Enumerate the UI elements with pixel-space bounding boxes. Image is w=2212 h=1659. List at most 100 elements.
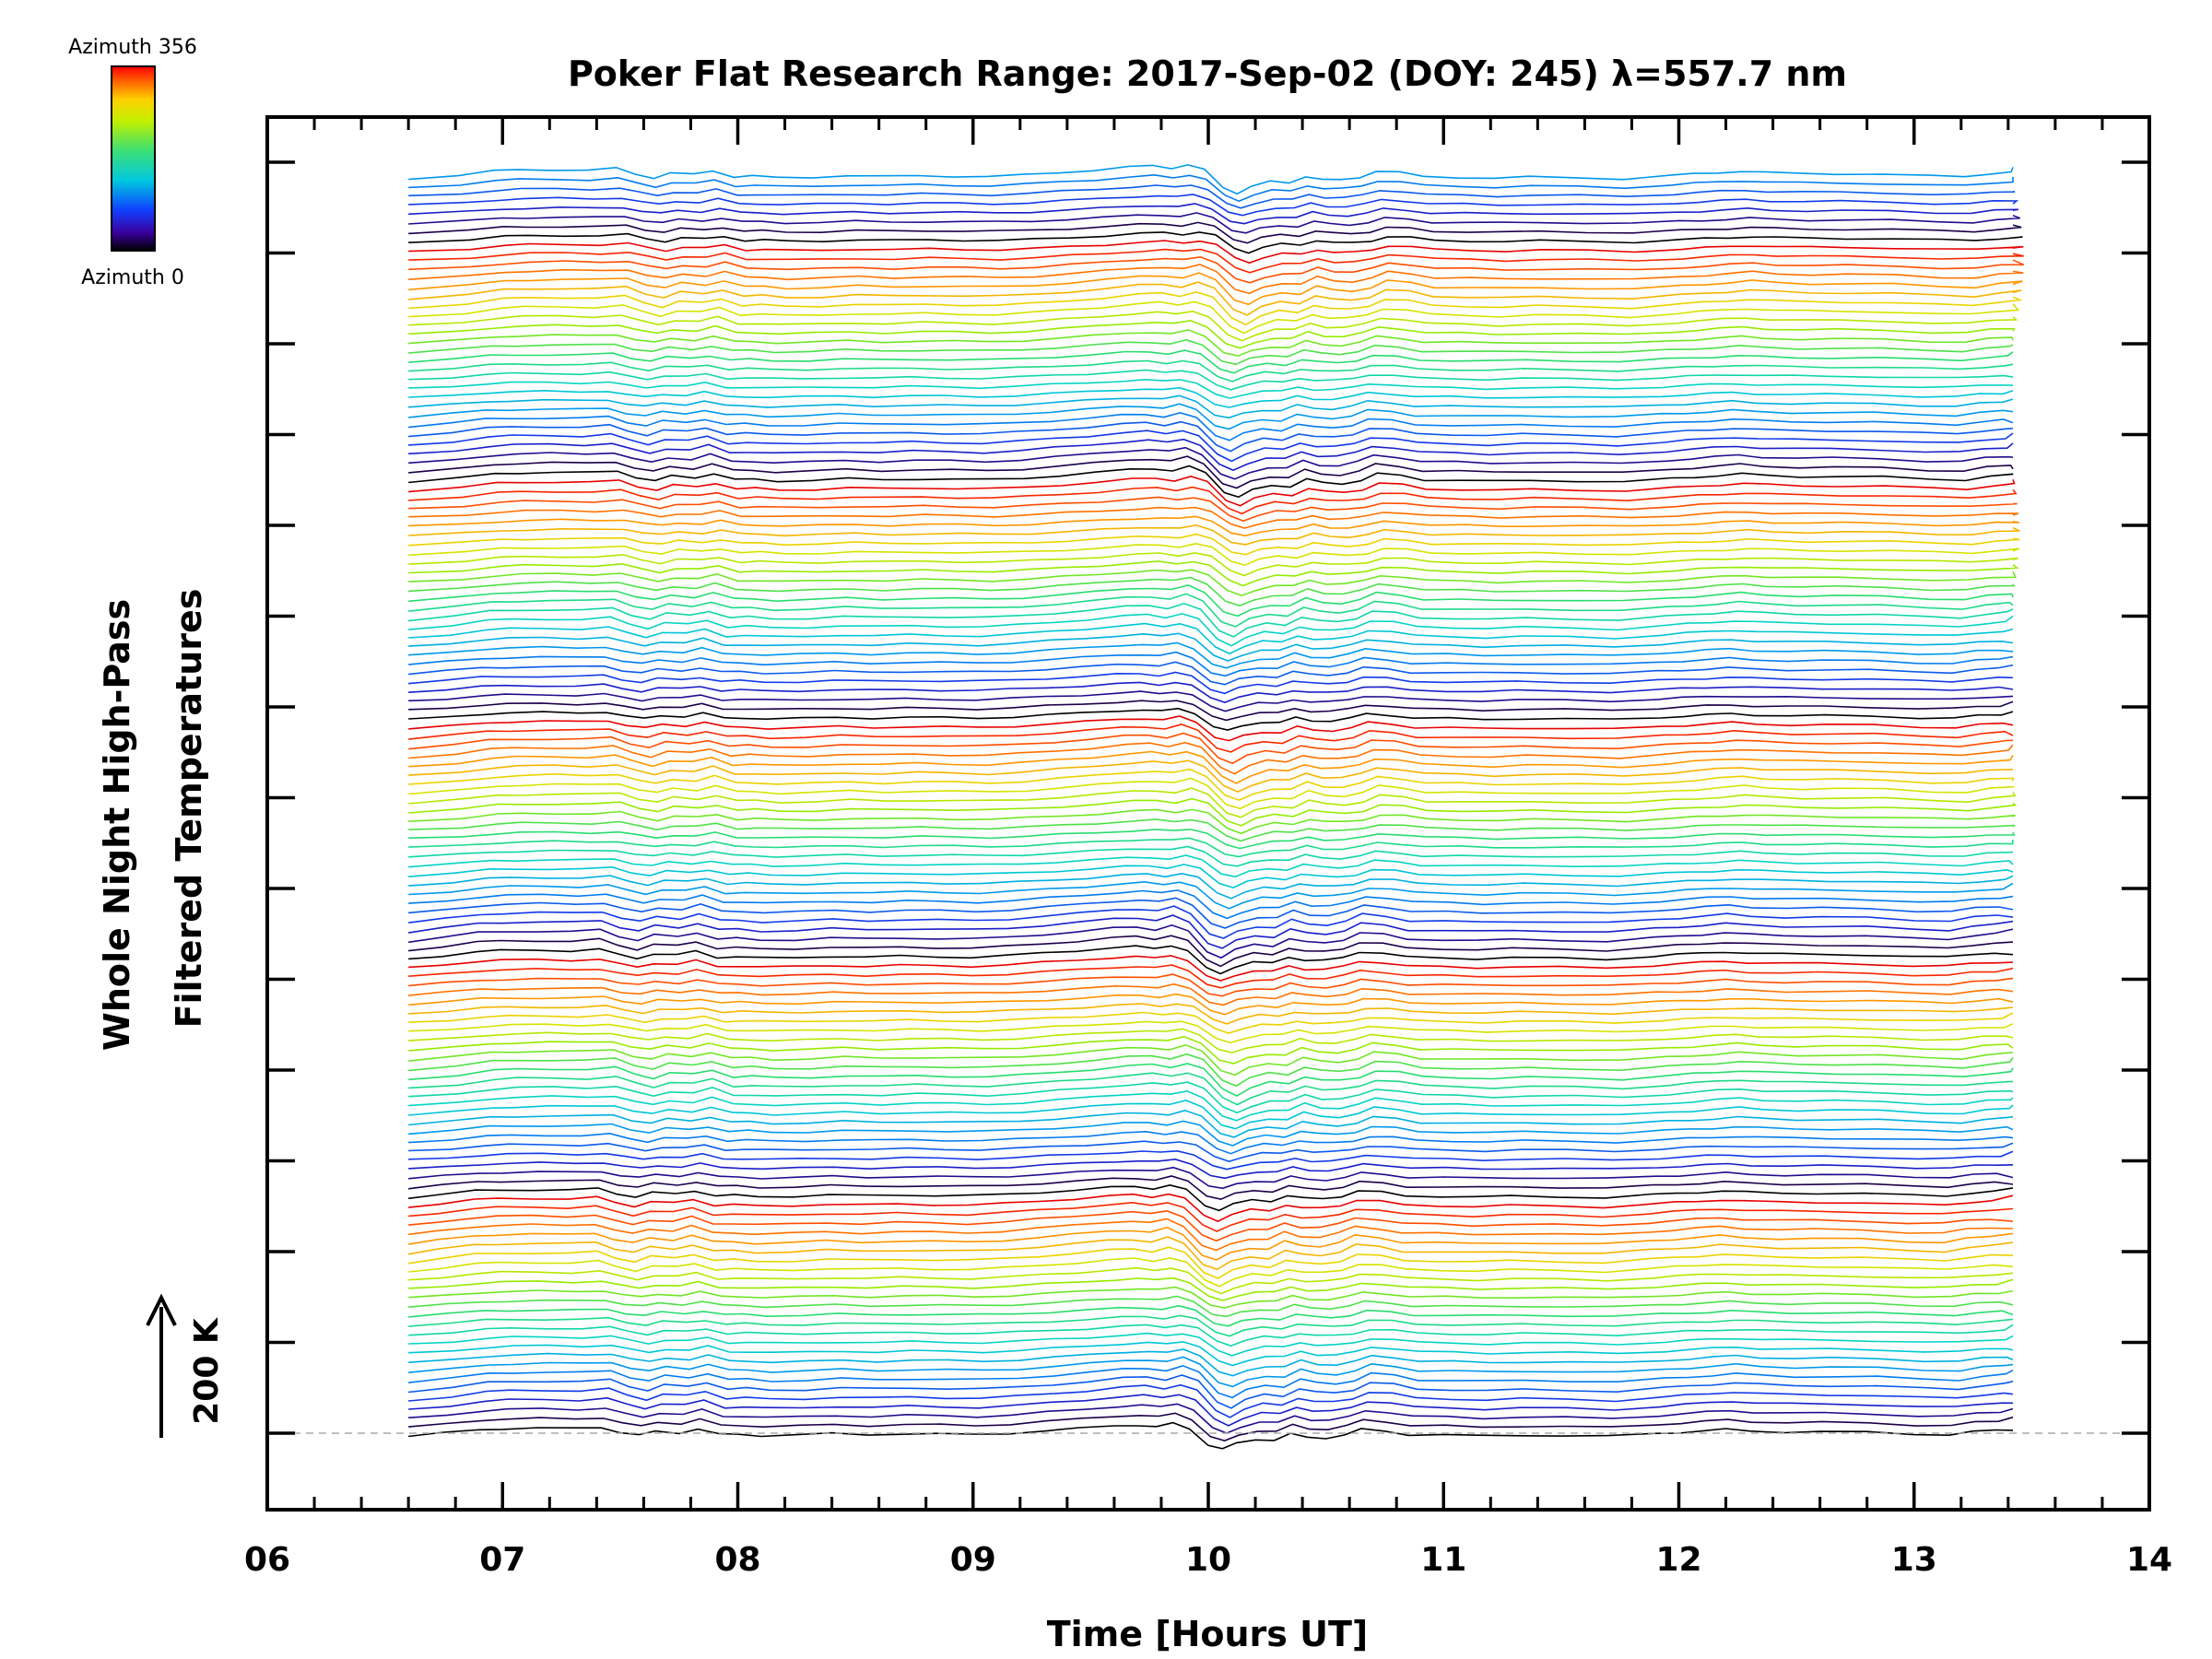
x-tick-labels: 06 07 08 09 10 11 12 13 14 bbox=[244, 1541, 2172, 1579]
azimuth-series-line bbox=[408, 194, 2019, 217]
azimuth-series-line bbox=[408, 515, 2019, 537]
y-axis-label-line2: Filtered Temperatures bbox=[169, 589, 209, 1029]
azimuth-series-line bbox=[408, 750, 2014, 784]
azimuth-series-line bbox=[408, 486, 2018, 515]
azimuth-series-line bbox=[408, 248, 2024, 274]
azimuth-series-line bbox=[408, 880, 2014, 910]
azimuth-series-line bbox=[408, 1081, 2014, 1114]
azimuth-series-line bbox=[408, 1412, 2014, 1441]
scale-bar-label: 200 K bbox=[188, 1317, 226, 1425]
azimuth-series-line bbox=[408, 524, 2020, 546]
azimuth-series-line bbox=[408, 661, 2014, 686]
azimuth-series-line bbox=[408, 411, 2014, 441]
azimuth-series-line bbox=[408, 632, 2014, 662]
azimuth-series-line bbox=[408, 1394, 2014, 1427]
x-tick-label: 13 bbox=[1891, 1541, 1937, 1579]
series-layer bbox=[407, 164, 2025, 1450]
azimuth-series-line bbox=[407, 1226, 2014, 1261]
azimuth-series-line bbox=[408, 1020, 2014, 1044]
azimuth-series-line bbox=[408, 681, 2014, 703]
azimuth-series-line bbox=[408, 164, 2014, 195]
azimuth-series-line bbox=[408, 1072, 2014, 1106]
colorbar-top-label: Azimuth 356 bbox=[68, 36, 197, 59]
azimuth-series-line bbox=[408, 290, 2023, 326]
azimuth-series-line bbox=[408, 1140, 2014, 1162]
azimuth-series-line bbox=[408, 993, 2014, 1016]
azimuth-series-line bbox=[408, 1193, 2014, 1222]
azimuth-series-line bbox=[408, 671, 2014, 695]
azimuth-series-line bbox=[408, 955, 2014, 982]
azimuth-series-line bbox=[408, 584, 2014, 618]
azimuth-series-line bbox=[408, 420, 2014, 453]
azimuth-series-line bbox=[407, 924, 2014, 959]
x-tick-label: 14 bbox=[2126, 1541, 2172, 1579]
azimuth-series-line bbox=[408, 808, 2016, 835]
azimuth-series-line bbox=[408, 1089, 2014, 1122]
azimuth-series-line bbox=[408, 403, 2014, 430]
azimuth-series-line bbox=[408, 319, 2016, 349]
azimuth-series-line bbox=[408, 651, 2014, 677]
x-tick-label: 12 bbox=[1655, 1541, 1701, 1579]
azimuth-series-line bbox=[408, 446, 2014, 480]
colorbar bbox=[111, 65, 156, 252]
azimuth-series-line bbox=[408, 231, 2023, 254]
azimuth-series-line bbox=[408, 1324, 2014, 1347]
azimuth-series-line bbox=[408, 1043, 2014, 1077]
azimuth-series-line bbox=[408, 982, 2014, 1006]
azimuth-series-line bbox=[408, 732, 2014, 765]
x-tick-label: 09 bbox=[950, 1541, 996, 1579]
azimuth-series-line bbox=[408, 593, 2014, 628]
scale-arrow bbox=[146, 1293, 177, 1438]
azimuth-series-line bbox=[408, 1364, 2014, 1399]
azimuth-series-line bbox=[408, 475, 2016, 507]
azimuth-series-line bbox=[408, 465, 2014, 499]
azimuth-series-line bbox=[408, 1341, 2014, 1367]
azimuth-series-line bbox=[408, 455, 2014, 489]
azimuth-series-line bbox=[408, 897, 2014, 929]
azimuth-series-line bbox=[408, 613, 2014, 647]
azimuth-series-line bbox=[408, 1201, 2014, 1232]
azimuth-series-line bbox=[407, 1246, 2014, 1279]
azimuth-series-line bbox=[408, 622, 2014, 655]
azimuth-series-line bbox=[408, 1109, 2014, 1138]
azimuth-series-line bbox=[408, 1011, 2014, 1034]
azimuth-series-line bbox=[408, 1403, 2014, 1434]
azimuth-series-line bbox=[408, 854, 2014, 878]
azimuth-series-line bbox=[408, 1028, 2014, 1054]
colorbar-bottom-label: Azimuth 0 bbox=[81, 266, 184, 289]
x-tick-label: 08 bbox=[714, 1541, 760, 1579]
azimuth-series-line bbox=[408, 1314, 2014, 1337]
y-axis-label-line1: Whole Night High-Pass bbox=[97, 599, 137, 1051]
azimuth-series-line bbox=[408, 1332, 2014, 1357]
azimuth-series-line bbox=[408, 1063, 2014, 1098]
azimuth-series-line bbox=[408, 1130, 2014, 1155]
azimuth-series-line bbox=[408, 212, 2020, 234]
azimuth-series-line bbox=[408, 797, 2018, 827]
azimuth-series-line bbox=[408, 768, 2015, 801]
azimuth-series-line bbox=[408, 837, 2014, 858]
azimuth-series-line bbox=[407, 1236, 2014, 1271]
x-tick-label: 07 bbox=[479, 1541, 525, 1579]
azimuth-series-line bbox=[408, 184, 2016, 209]
azimuth-series-line bbox=[408, 349, 2014, 374]
azimuth-series-line bbox=[408, 369, 2014, 391]
azimuth-series-line bbox=[408, 1304, 2014, 1327]
azimuth-series-line bbox=[408, 641, 2014, 669]
azimuth-series-line bbox=[408, 1183, 2014, 1212]
azimuth-series-line bbox=[408, 1100, 2014, 1130]
azimuth-series-line bbox=[408, 576, 2016, 606]
azimuth-series-line bbox=[408, 1266, 2014, 1295]
azimuth-series-line bbox=[408, 872, 2014, 900]
azimuth-series-line bbox=[408, 1348, 2014, 1377]
x-ticks bbox=[265, 117, 2151, 1510]
azimuth-series-line bbox=[408, 1209, 2014, 1242]
azimuth-series-line bbox=[408, 255, 2025, 284]
azimuth-series-line bbox=[408, 329, 2014, 358]
azimuth-series-line bbox=[408, 1257, 2014, 1288]
azimuth-series-line bbox=[408, 1158, 2014, 1180]
azimuth-series-line bbox=[408, 829, 2016, 850]
azimuth-series-line bbox=[408, 973, 2014, 997]
azimuth-series-line bbox=[408, 964, 2014, 989]
azimuth-series-line bbox=[408, 359, 2014, 382]
